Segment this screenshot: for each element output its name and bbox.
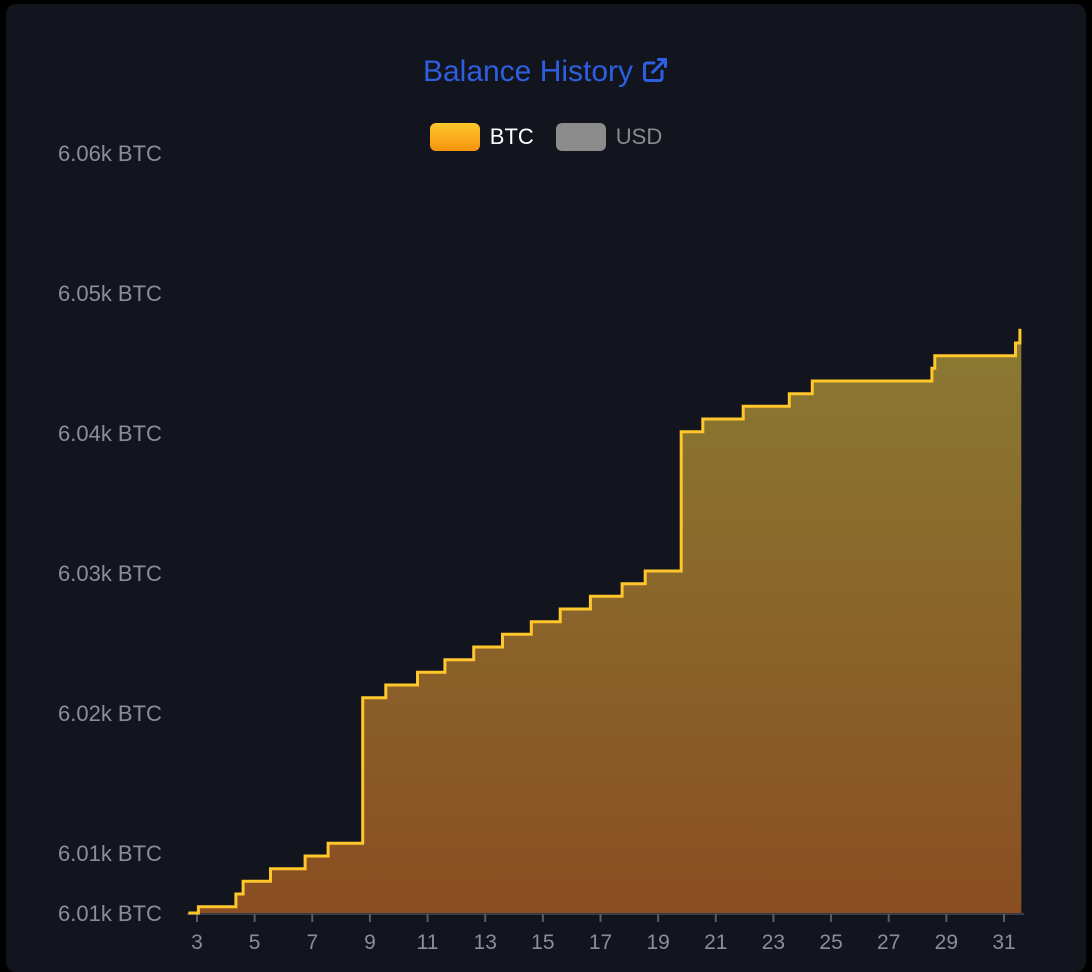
y-tick-label: 6.01k BTC <box>58 841 162 866</box>
y-tick-label: 6.06k BTC <box>58 141 162 166</box>
legend-item-usd[interactable]: USD <box>555 123 663 151</box>
chart-title: Balance History <box>6 54 1086 93</box>
legend-item-btc[interactable]: BTC <box>429 123 534 151</box>
x-tick-label: 11 <box>417 931 439 954</box>
legend-swatch-btc <box>429 123 480 151</box>
plot-area <box>188 328 1022 915</box>
btc-series-line[interactable] <box>188 328 1022 915</box>
y-tick-label: 6.04k BTC <box>58 421 162 446</box>
legend-label-usd: USD <box>615 124 663 149</box>
x-axis: 3 5 7 9 11 13 15 17 19 21 23 25 27 29 31 <box>187 913 1024 954</box>
y-tick-label: 6.03k BTC <box>58 561 162 586</box>
x-tick-label: 19 <box>646 931 669 954</box>
x-tick-label: 15 <box>531 931 554 954</box>
x-tick-label: 13 <box>474 931 497 954</box>
x-tick-label: 25 <box>819 931 842 954</box>
x-tick-label: 21 <box>704 931 727 954</box>
y-axis: 6.01k BTC 6.01k BTC 6.02k BTC 6.03k BTC 6.04… <box>58 141 162 926</box>
x-tick-label: 17 <box>589 931 612 954</box>
legend-label-btc: BTC <box>489 124 534 149</box>
title-link[interactable]: Balance History <box>422 55 634 88</box>
y-tick-label: 6.02k BTC <box>58 701 162 726</box>
x-tick-label: 29 <box>935 931 958 954</box>
chart-legend: BTC USD <box>6 122 1086 152</box>
x-tick-label: 5 <box>249 931 261 954</box>
external-link-icon[interactable] <box>641 56 669 93</box>
y-tick-label: 6.01k BTC <box>58 901 162 926</box>
x-tick-label: 3 <box>191 931 203 954</box>
x-tick-label: 7 <box>306 931 318 954</box>
y-tick-label: 6.05k BTC <box>58 281 162 306</box>
x-tick-label: 31 <box>992 931 1015 954</box>
x-tick-label: 9 <box>364 931 376 954</box>
x-tick-label: 23 <box>762 931 785 954</box>
legend-swatch-usd <box>555 123 606 151</box>
x-tick-label: 27 <box>877 931 900 954</box>
btc-area-fill <box>188 330 1022 913</box>
